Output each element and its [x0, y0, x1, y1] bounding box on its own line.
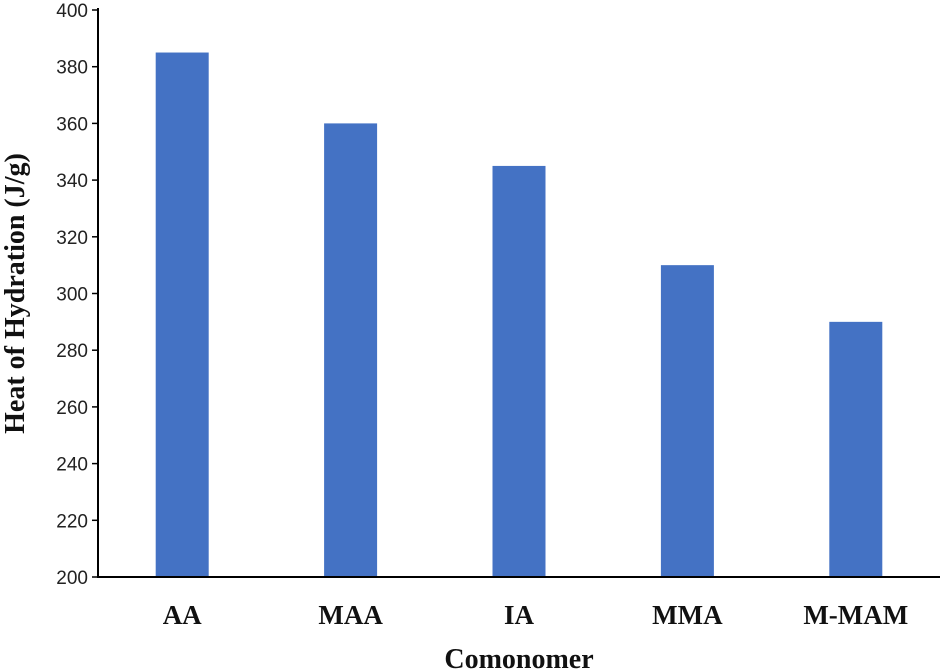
- x-tick-label-maa: MAA: [318, 600, 383, 630]
- bar-m-mam: [829, 321, 883, 577]
- y-tick-label: 240: [56, 455, 88, 476]
- x-tick-label-aa: AA: [163, 600, 202, 630]
- y-tick-label: 260: [56, 398, 88, 419]
- y-ticks-group: 200 220 240 260 280 300 320 340 360 380 400: [56, 1, 98, 589]
- y-tick-label: 400: [56, 1, 88, 22]
- x-labels-group: AA MAA IA MMA M-MAM: [163, 600, 909, 630]
- y-tick-label: 300: [56, 285, 88, 306]
- bar-mma: [660, 265, 714, 577]
- y-tick-label: 360: [56, 114, 88, 135]
- bars-group: [155, 52, 883, 578]
- bar-ia: [492, 165, 546, 578]
- x-tick-label-m-mam: M-MAM: [803, 600, 908, 630]
- y-tick-label: 220: [56, 511, 88, 532]
- x-tick-label-mma: MMA: [652, 600, 723, 630]
- y-axis-title: Heat of Hydration (J/g): [0, 153, 31, 434]
- y-tick-label: 320: [56, 228, 88, 249]
- y-tick-label: 340: [56, 171, 88, 192]
- x-axis-title: Comonomer: [444, 644, 593, 672]
- y-tick-label: 280: [56, 341, 88, 362]
- x-tick-label-ia: IA: [504, 600, 535, 630]
- bar-aa: [155, 52, 209, 577]
- y-tick-label: 380: [56, 58, 88, 79]
- bar-maa: [324, 123, 378, 578]
- y-tick-label: 200: [56, 568, 88, 589]
